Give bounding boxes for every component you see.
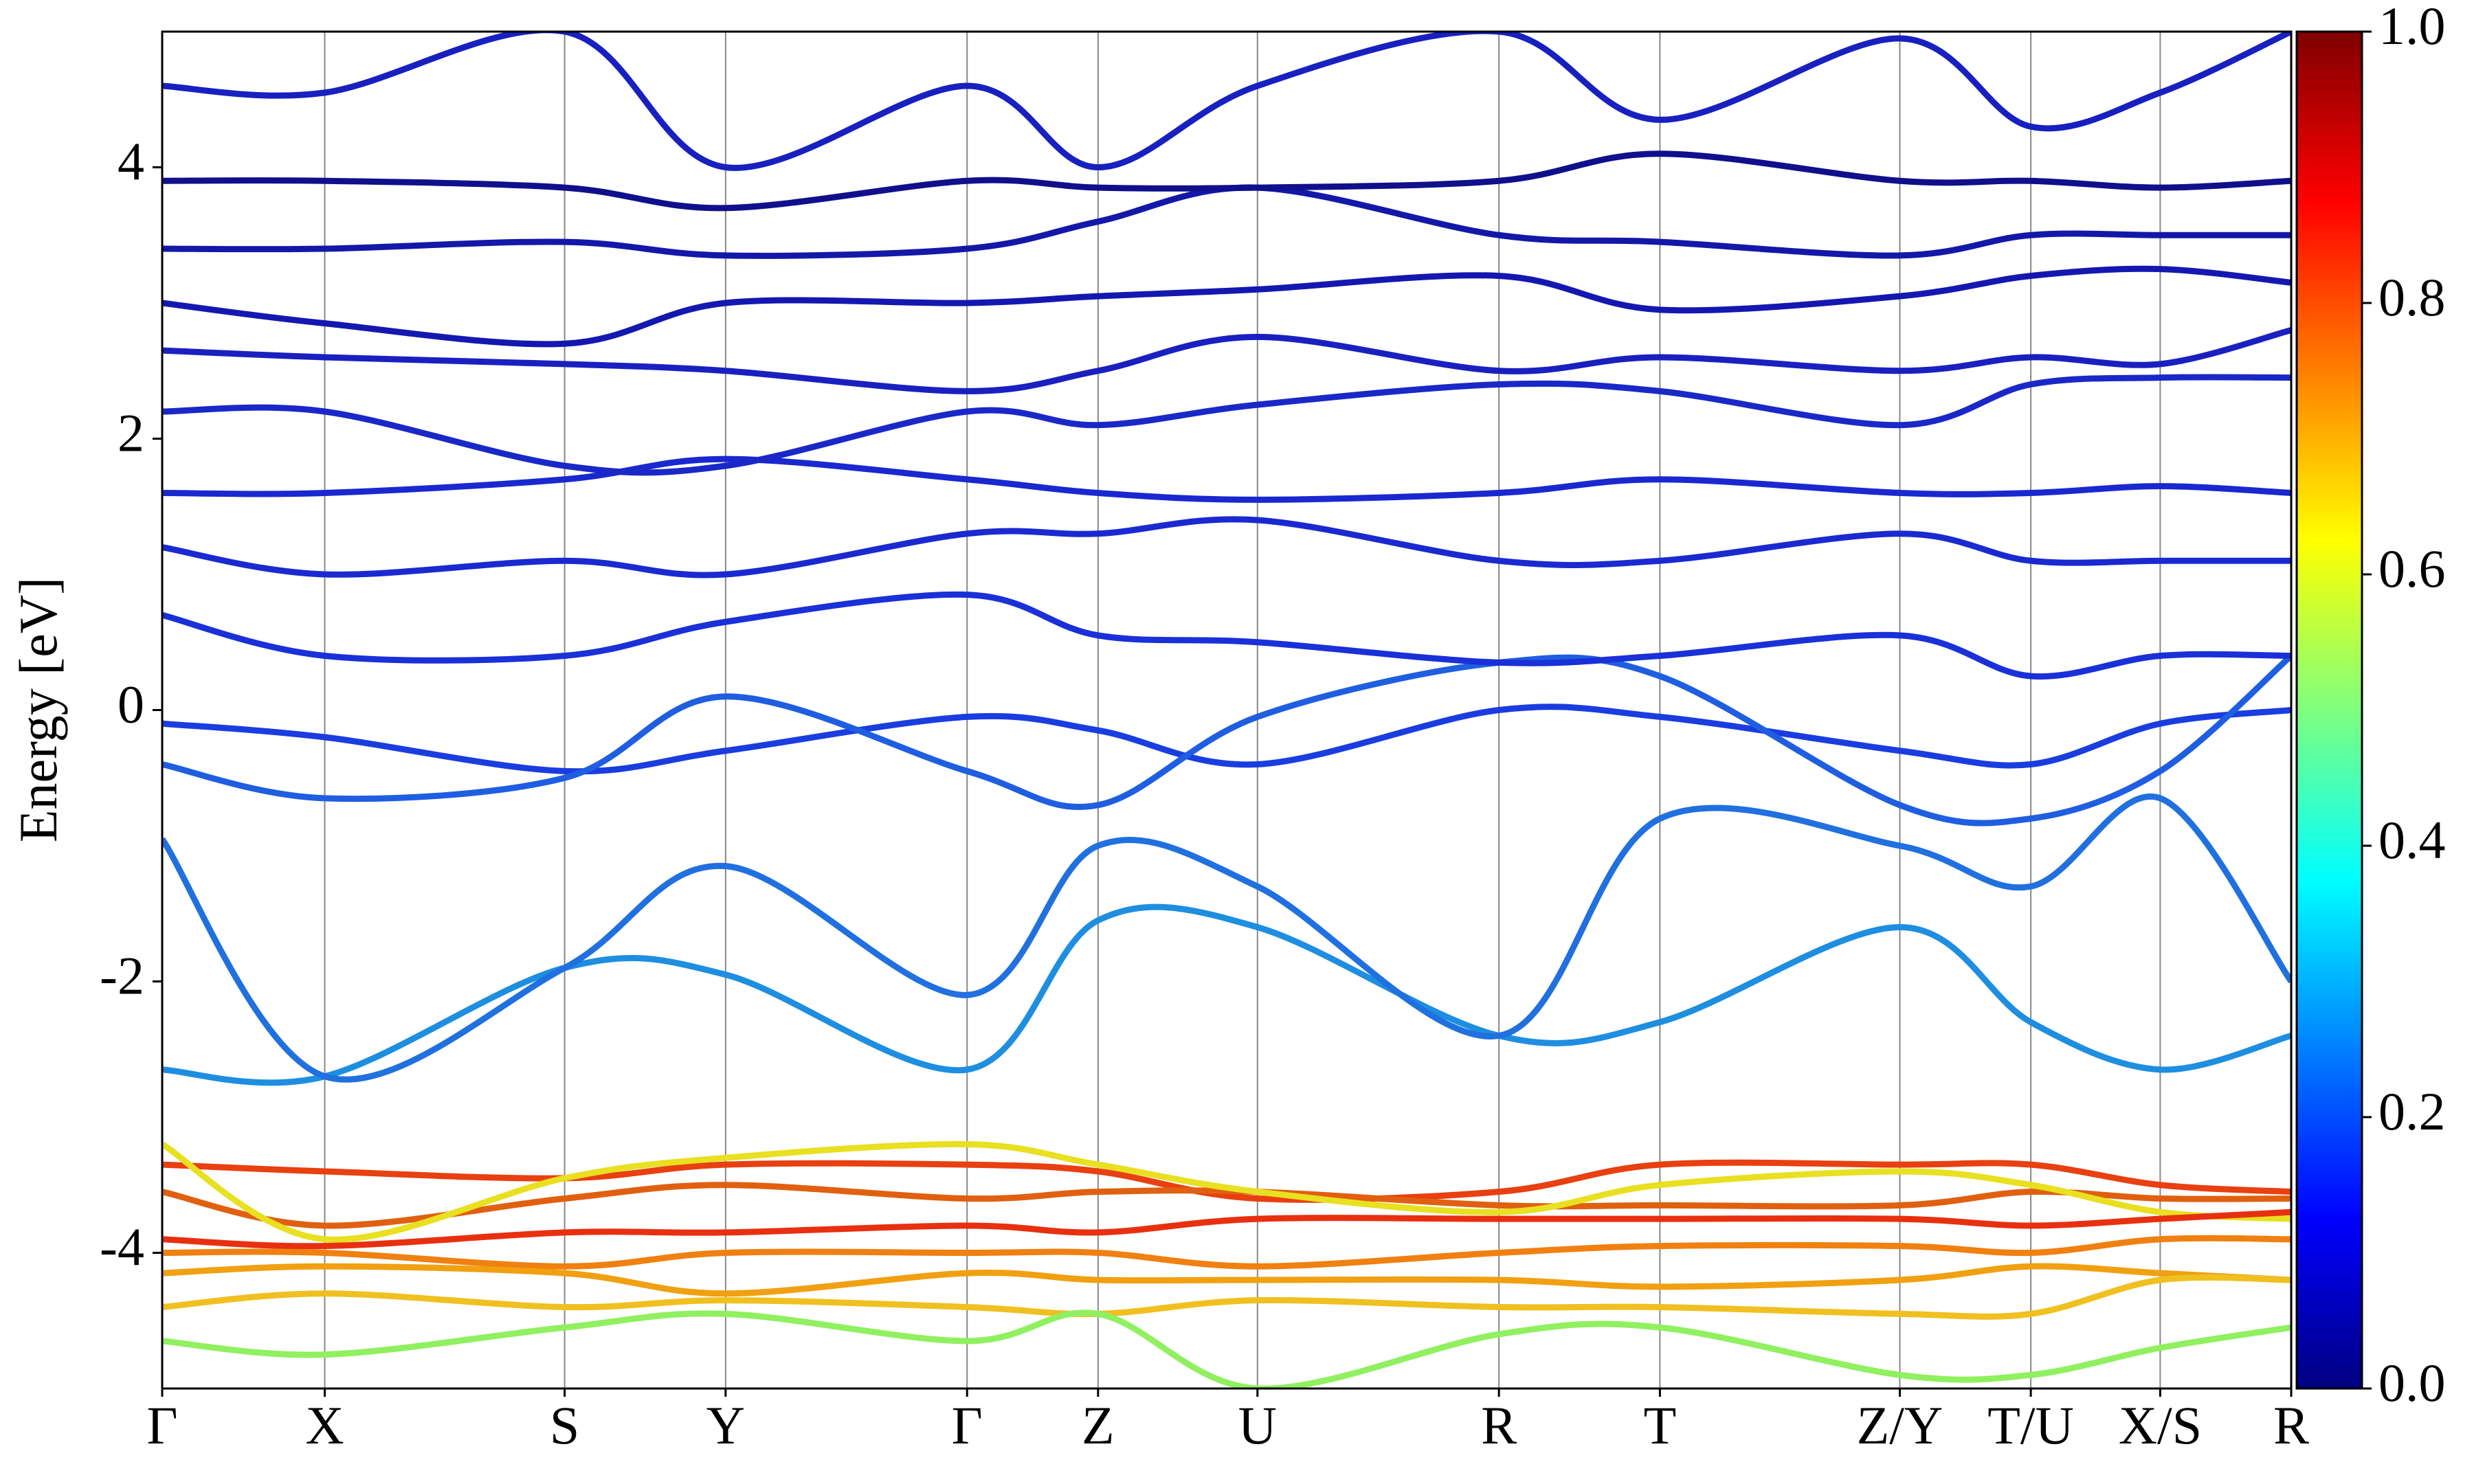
x-tick-label: Z/Y	[1857, 1395, 1943, 1455]
band	[162, 1235, 2291, 1270]
band	[162, 150, 2291, 212]
x-tick-label: Y	[706, 1395, 745, 1455]
colorbar	[2295, 30, 2363, 1390]
band	[162, 1208, 2291, 1250]
band	[162, 265, 2291, 348]
colorbar-tick-label: 0.4	[2378, 810, 2446, 870]
band	[162, 1159, 2291, 1203]
colorbar-tick-label: 0.8	[2378, 267, 2446, 327]
x-tick-label: Γ	[146, 1395, 177, 1455]
x-tick-label: R	[1481, 1395, 1517, 1455]
band	[162, 1140, 2291, 1243]
y-tick-label: 0	[118, 674, 144, 734]
y-tick-label: 4	[118, 131, 144, 191]
band	[162, 591, 2291, 680]
plot-frame	[161, 30, 2293, 1390]
band	[162, 903, 2291, 1086]
y-tick-label: 2	[118, 403, 144, 462]
band	[162, 793, 2291, 1083]
band	[162, 327, 2291, 394]
band	[162, 704, 2291, 775]
x-tick-label: R	[2273, 1395, 2309, 1455]
band	[162, 1263, 2291, 1297]
colorbar-tick-label: 0.6	[2378, 539, 2446, 598]
y-axis-label: Energy [eV]	[8, 577, 68, 842]
colorbar-tick-label: 0.0	[2378, 1353, 2446, 1413]
colorbar-tick-label: 0.2	[2378, 1081, 2446, 1141]
band	[162, 32, 2291, 171]
band	[162, 456, 2291, 503]
x-tick-label: S	[550, 1395, 579, 1455]
x-tick-label: X/S	[2119, 1395, 2202, 1455]
colorbar-tick-label: 1.0	[2378, 0, 2446, 56]
x-tick-label: Γ	[952, 1395, 983, 1455]
band	[162, 516, 2291, 578]
x-tick-label: T/U	[1987, 1395, 2074, 1455]
band	[162, 653, 2291, 827]
band	[162, 184, 2291, 259]
y-tick-label: -2	[100, 945, 144, 1005]
bands	[162, 32, 2291, 1389]
band	[162, 1309, 2291, 1389]
x-tick-label: U	[1238, 1395, 1277, 1455]
x-tick-label: X	[305, 1395, 344, 1455]
band	[162, 374, 2291, 476]
x-tick-label: T	[1644, 1395, 1677, 1455]
y-tick-label: -4	[100, 1217, 144, 1277]
band	[162, 1274, 2291, 1320]
x-tick-label: Z	[1082, 1395, 1115, 1455]
